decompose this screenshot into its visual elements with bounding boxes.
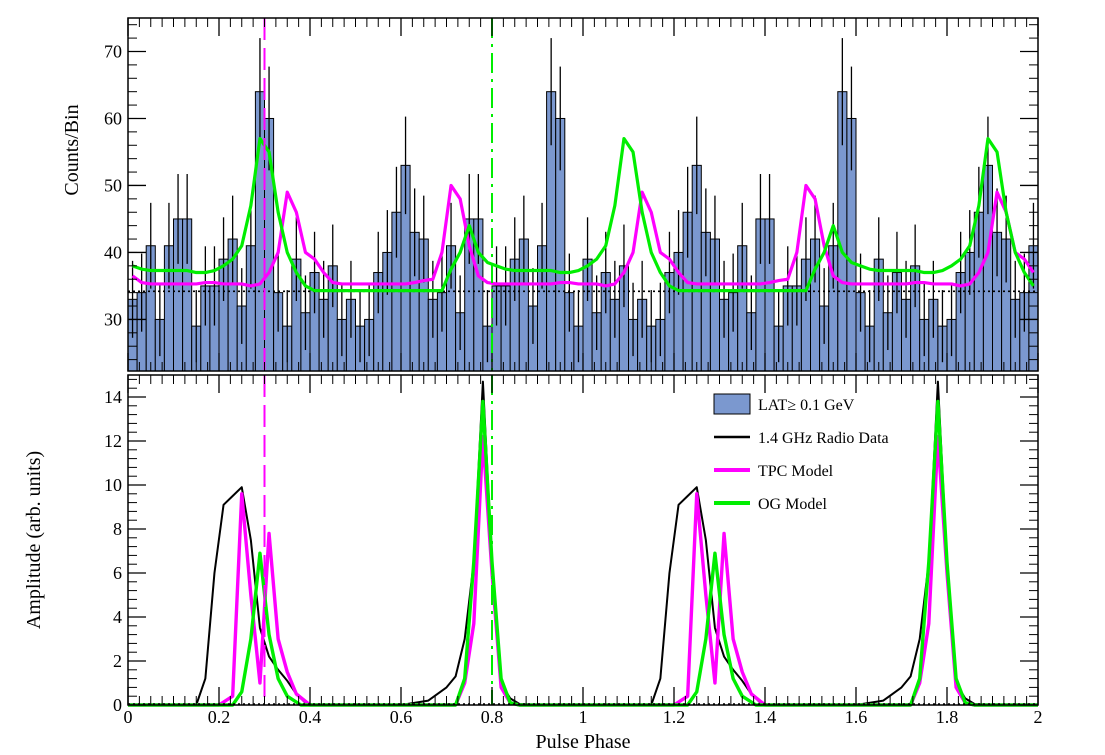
- y-tick-label: 6: [113, 563, 122, 583]
- y-tick-label: 60: [104, 108, 122, 128]
- y-tick-label: 70: [104, 41, 122, 61]
- y-tick-label: 10: [104, 475, 122, 495]
- x-tick-label: 0.8: [481, 707, 504, 727]
- x-tick-label: 1: [579, 707, 588, 727]
- x-tick-label: 1.4: [754, 707, 777, 727]
- x-tick-label: 0.6: [390, 707, 413, 727]
- legend-label: LAT≥ 0.1 GeV: [758, 397, 855, 414]
- y-tick-label: 14: [104, 387, 122, 407]
- y-tick-label: 30: [104, 309, 122, 329]
- x-tick-label: 1.8: [936, 707, 959, 727]
- legend: LAT≥ 0.1 GeV 1.4 GHz Radio Data TPC Model O…: [713, 393, 889, 513]
- bottom-panel-amplitude-profiles: 0 2 4 6 8 10 12 14 0 0.2 0.4 0.6 0.8 1 1.2 1.4 1.6 1.8 2: [104, 374, 1043, 727]
- legend-label: OG Model: [758, 496, 827, 513]
- bottom-y-axis-label: Amplitude (arb. units): [23, 451, 45, 629]
- y-tick-label: 0: [113, 695, 122, 715]
- y-tick-label: 50: [104, 175, 122, 195]
- legend-label: 1.4 GHz Radio Data: [758, 430, 889, 447]
- x-tick-label: 1.2: [663, 707, 686, 727]
- x-tick-label: 0: [124, 707, 133, 727]
- model-curve: [131, 183, 1035, 288]
- y-tick-label: 12: [104, 431, 122, 451]
- x-tick-label: 0.2: [208, 707, 231, 727]
- legend-swatch-box: [713, 393, 751, 415]
- legend-label: TPC Model: [758, 463, 834, 480]
- y-tick-label: 2: [113, 651, 122, 671]
- y-tick-label: 4: [113, 607, 122, 627]
- x-tick-label: 1.6: [845, 707, 868, 727]
- x-tick-label: 2: [1034, 707, 1043, 727]
- y-tick-label: 8: [113, 519, 122, 539]
- y-tick-label: 40: [104, 242, 122, 262]
- top-panel-lat-histogram: 30 40 50 60 70: [104, 17, 1039, 372]
- top-y-axis-label: Counts/Bin: [61, 104, 83, 195]
- model-curve: [131, 136, 1035, 293]
- x-tick-label: 0.4: [299, 707, 322, 727]
- x-axis-label: Pulse Phase: [536, 731, 631, 753]
